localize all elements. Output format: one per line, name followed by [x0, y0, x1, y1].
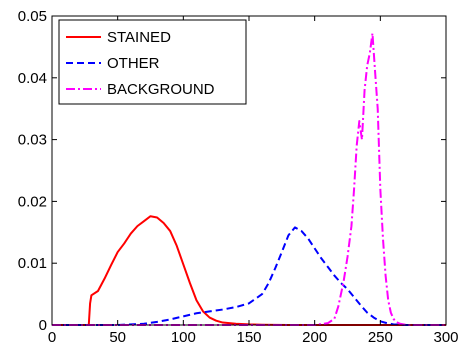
y-tick-label: 0.03 — [18, 132, 47, 149]
series-line-other — [52, 226, 446, 326]
y-tick-label: 0.01 — [18, 255, 47, 272]
legend-label-other: OTHER — [107, 55, 160, 72]
axis-ticks: 0 50 100 150 200 250 300 0 0.01 0.02 0.03 0.04 0.05 — [18, 8, 459, 346]
x-tick-label: 100 — [171, 329, 196, 346]
x-tick-label: 200 — [302, 329, 327, 346]
series-line-background — [52, 32, 446, 326]
x-tick-label: 50 — [109, 329, 126, 346]
x-tick-label: 0 — [48, 329, 56, 346]
legend: STAINED OTHER BACKGROUND — [58, 19, 247, 105]
x-tick-label: 150 — [236, 329, 261, 346]
x-tick-label: 300 — [433, 329, 458, 346]
legend-label-background: BACKGROUND — [107, 81, 215, 98]
series-line-stained — [52, 215, 446, 326]
y-tick-label: 0.02 — [18, 193, 47, 210]
y-tick-label: 0 — [39, 317, 47, 334]
x-tick-label: 250 — [368, 329, 393, 346]
legend-label-stained: STAINED — [107, 29, 171, 46]
y-tick-label: 0.04 — [18, 70, 47, 87]
y-tick-label: 0.05 — [18, 8, 47, 25]
